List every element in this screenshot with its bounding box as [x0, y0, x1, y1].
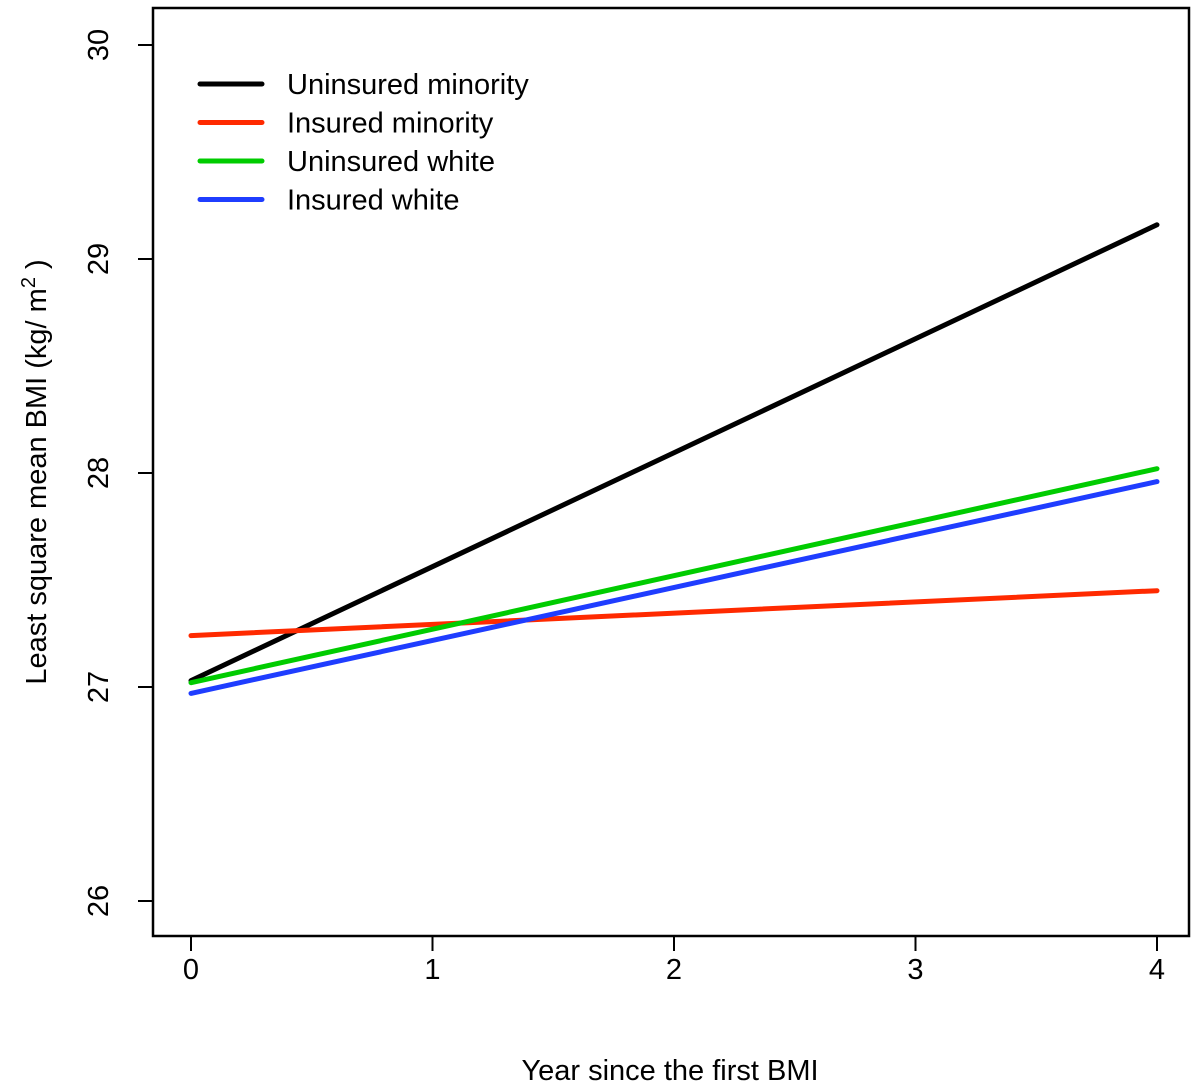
series-line-uninsured-minority — [188, 222, 1160, 684]
x-axis-label: Year since the first BMI — [521, 1055, 818, 1087]
y-tick-label-30: 30 — [83, 29, 115, 61]
series-line-insured-white — [188, 479, 1160, 696]
legend-label-insured-minority: Insured minority — [287, 108, 494, 140]
y-tick-label-26: 26 — [83, 885, 115, 917]
y-axis-label-main: Least square mean BMI (kg/ m — [21, 288, 53, 685]
axis-labels: Year since the first BMI Least square me… — [18, 259, 819, 1087]
x-tick-label-2: 2 — [666, 954, 682, 986]
x-tick-label-1: 1 — [424, 954, 440, 986]
x-tick-label-4: 4 — [1149, 954, 1165, 986]
series-layer — [188, 222, 1160, 696]
y-tick-label-29: 29 — [83, 243, 115, 275]
series-line-uninsured-white — [188, 466, 1160, 686]
legend: Uninsured minority Insured minority Uninsu… — [197, 69, 529, 217]
y-axis-label: Least square mean BMI (kg/ m2 ) — [18, 259, 53, 684]
legend-label-insured-white: Insured white — [287, 185, 460, 217]
legend-label-uninsured-minority: Uninsured minority — [287, 69, 529, 101]
x-tick-label-3: 3 — [907, 954, 923, 986]
y-tick-label-27: 27 — [83, 671, 115, 703]
y-axis-label-superscript: 2 — [18, 277, 40, 288]
axes-layer: 0 1 2 3 4 26 27 28 29 30 — [83, 6, 1191, 986]
y-axis-label-closing: ) — [21, 259, 53, 277]
legend-label-uninsured-white: Uninsured white — [287, 146, 495, 178]
series-line-insured-minority — [188, 588, 1160, 639]
y-tick-label-28: 28 — [83, 457, 115, 489]
x-tick-label-0: 0 — [183, 954, 199, 986]
